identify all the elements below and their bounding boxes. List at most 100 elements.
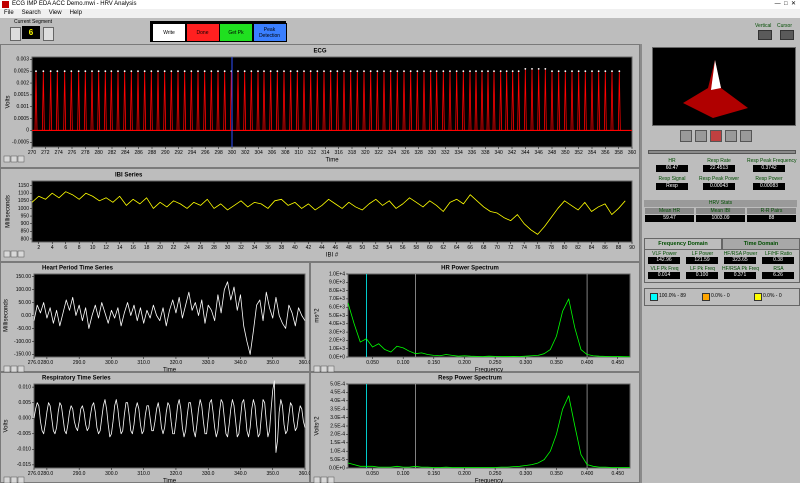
- x-tick-label: 86: [602, 245, 608, 251]
- y-tick-label: 0.001: [16, 104, 29, 110]
- x-tick-label: 10: [90, 245, 96, 251]
- toolbar-button[interactable]: Peak Detection: [252, 23, 287, 42]
- summary-value: Resp: [656, 183, 688, 190]
- peak-marker: [396, 70, 399, 73]
- chart-title: Respiratory Time Series: [42, 376, 111, 382]
- x-tick-label: 330.0: [202, 360, 215, 366]
- x-tick-label: 0.300: [520, 471, 533, 477]
- x-tick-label: 270: [28, 150, 37, 156]
- summary-value: 0.00043: [703, 183, 735, 190]
- freq-value: 142.96: [648, 257, 680, 264]
- freq-value: 6.26: [762, 272, 794, 279]
- y-tick-label: 1.0E+4: [329, 271, 345, 277]
- graph-tool-icon[interactable]: [3, 365, 11, 373]
- tab[interactable]: Frequency Domain: [644, 238, 722, 250]
- stop-button[interactable]: [710, 130, 722, 142]
- peak-marker: [237, 70, 239, 73]
- hrv-stat-label: R-R Pairs: [747, 208, 796, 214]
- y-tick-label: 0.0005: [14, 116, 30, 122]
- graph-tool-icon[interactable]: [10, 365, 18, 373]
- graph-tool-icon[interactable]: [320, 476, 328, 483]
- x-tick-label: 300: [228, 150, 237, 156]
- x-tick-label: 68: [481, 245, 487, 251]
- y-tick-label: 2.0E-4: [330, 432, 345, 438]
- slider[interactable]: [648, 150, 796, 154]
- x-tick-label: 314: [321, 150, 330, 156]
- plot-area: [31, 56, 633, 148]
- peak-marker: [524, 67, 527, 70]
- menu-item[interactable]: View: [48, 10, 62, 16]
- forward-button[interactable]: [725, 130, 737, 142]
- graph-tool-icon[interactable]: [313, 365, 321, 373]
- toggle-switch[interactable]: [780, 30, 794, 40]
- peak-marker: [577, 70, 580, 73]
- graph-tool-icon[interactable]: [17, 250, 25, 258]
- x-tick-label: 6: [64, 245, 67, 251]
- menu-item[interactable]: Search: [21, 10, 41, 16]
- end-button[interactable]: [740, 130, 752, 142]
- graph-tool-icon[interactable]: [313, 476, 321, 483]
- x-tick-label: 42: [306, 245, 312, 251]
- x-tick-label: 2: [37, 245, 40, 251]
- next-segment[interactable]: [43, 27, 54, 41]
- x-tick-label: 0.100: [397, 471, 410, 477]
- x-tick-label: 280.0: [41, 471, 54, 477]
- x-tick-label: 0.400: [581, 360, 594, 366]
- graph-tool-icon[interactable]: [3, 476, 11, 483]
- x-tick-label: 74: [521, 245, 527, 251]
- x-tick-label: 294: [188, 150, 197, 156]
- graph-tool-icon[interactable]: [3, 155, 11, 163]
- chart-panel: Heart Period Time Series Time Milliseconds…: [0, 262, 312, 374]
- toolbar: Current Segment 6 Write Done Get Pk Peak Dete…: [0, 18, 800, 44]
- peak-marker: [591, 70, 593, 73]
- freq-label: LF/HF Ratio: [765, 251, 792, 257]
- x-tick-label: 340.0: [234, 471, 247, 477]
- peak-marker: [363, 70, 365, 73]
- menu-item[interactable]: File: [4, 10, 14, 16]
- toggle-switch[interactable]: [758, 30, 772, 40]
- freq-value: 0.100: [686, 272, 718, 279]
- graph-tool-icon[interactable]: [17, 155, 25, 163]
- 3d-view: [652, 47, 796, 126]
- graph-tool-icon[interactable]: [17, 365, 25, 373]
- peak-marker: [435, 70, 438, 73]
- summary-label: HR: [668, 158, 676, 164]
- plot-area: [33, 273, 306, 358]
- x-tick-label: 332: [441, 150, 450, 156]
- x-tick-label: 48: [346, 245, 352, 251]
- y-tick-label: 800: [21, 236, 30, 242]
- menu-item[interactable]: Help: [69, 10, 82, 16]
- graph-tool-icon[interactable]: [10, 476, 18, 483]
- peak-marker: [349, 70, 352, 73]
- graph-tool-icon[interactable]: [17, 476, 25, 483]
- pause-button[interactable]: [695, 130, 707, 142]
- peak-marker: [544, 67, 547, 70]
- graph-tool-icon[interactable]: [10, 155, 18, 163]
- peak-marker: [618, 70, 621, 73]
- window-controls[interactable]: — □ ✕: [774, 1, 796, 7]
- x-tick-label: 360.0: [299, 360, 312, 366]
- summary-label: Resp Peak Frequency: [747, 158, 797, 164]
- y-tick-label: 0.000: [18, 416, 31, 422]
- peak-marker: [584, 70, 587, 73]
- graph-tool-icon[interactable]: [327, 365, 335, 373]
- plot-area: [31, 180, 633, 243]
- x-tick-label: 300.0: [105, 471, 118, 477]
- x-tick-label: 0.450: [611, 360, 624, 366]
- graph-tool-icon[interactable]: [327, 476, 335, 483]
- x-axis-label: Frequency: [475, 368, 503, 374]
- x-tick-label: 44: [319, 245, 325, 251]
- play-button[interactable]: [680, 130, 692, 142]
- graph-tool-icon[interactable]: [320, 365, 328, 373]
- graph-tool-icon[interactable]: [10, 250, 18, 258]
- toolbar-button[interactable]: Get Pk: [219, 23, 253, 42]
- legend-swatch: [650, 293, 658, 301]
- peak-marker: [423, 70, 425, 73]
- graph-tool-icon[interactable]: [3, 250, 11, 258]
- x-tick-label: 62: [440, 245, 446, 251]
- prev-segment[interactable]: [10, 27, 21, 41]
- peak-marker: [389, 70, 392, 73]
- peak-marker: [163, 70, 166, 73]
- y-tick-label: -0.010: [17, 447, 31, 453]
- y-tick-label: 0.0025: [14, 69, 30, 75]
